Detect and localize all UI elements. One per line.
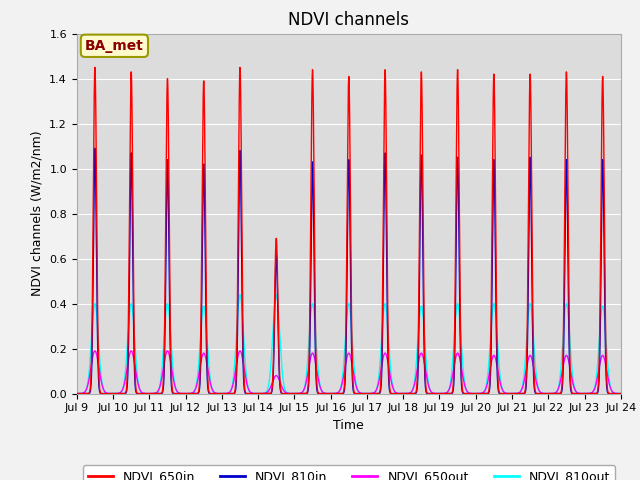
- NDVI_650out: [594, 372, 602, 377]
- NDVI_650out: [258, 391, 266, 396]
- NDVI_650in: [258, 391, 266, 396]
- NDVI_810in: [258, 391, 266, 396]
- NDVI_810in: [330, 391, 338, 396]
- NDVI_810out: [594, 356, 602, 362]
- NDVI_810in: [588, 391, 595, 396]
- NDVI_810in: [486, 384, 493, 389]
- NDVI_650in: [470, 391, 478, 396]
- Line: NDVI_810out: NDVI_810out: [77, 295, 621, 394]
- NDVI_650out: [73, 391, 81, 396]
- Y-axis label: NDVI channels (W/m2/nm): NDVI channels (W/m2/nm): [31, 131, 44, 297]
- NDVI_650in: [330, 391, 338, 396]
- NDVI_810out: [330, 391, 338, 396]
- NDVI_810out: [588, 390, 595, 396]
- NDVI_810out: [236, 292, 244, 298]
- NDVI_810in: [594, 389, 602, 395]
- NDVI_650in: [594, 385, 602, 391]
- NDVI_810in: [91, 145, 99, 151]
- NDVI_650in: [73, 391, 81, 396]
- X-axis label: Time: Time: [333, 419, 364, 432]
- Line: NDVI_810in: NDVI_810in: [77, 148, 621, 394]
- NDVI_810out: [73, 391, 81, 396]
- NDVI_810in: [617, 391, 625, 396]
- NDVI_650out: [330, 391, 338, 396]
- NDVI_650out: [486, 368, 493, 373]
- NDVI_810out: [486, 345, 493, 351]
- Text: BA_met: BA_met: [85, 39, 144, 53]
- Title: NDVI channels: NDVI channels: [288, 11, 410, 29]
- NDVI_810out: [617, 391, 625, 396]
- NDVI_650out: [588, 390, 595, 396]
- NDVI_650out: [470, 391, 478, 396]
- NDVI_650in: [91, 64, 99, 70]
- Line: NDVI_650out: NDVI_650out: [77, 351, 621, 394]
- NDVI_650in: [617, 391, 625, 396]
- NDVI_650out: [617, 391, 625, 396]
- NDVI_650in: [588, 391, 595, 396]
- NDVI_810out: [470, 391, 478, 396]
- Legend: NDVI_650in, NDVI_810in, NDVI_650out, NDVI_810out: NDVI_650in, NDVI_810in, NDVI_650out, NDV…: [83, 465, 615, 480]
- NDVI_650in: [486, 375, 493, 381]
- NDVI_650out: [91, 348, 99, 354]
- NDVI_810in: [73, 391, 81, 396]
- Line: NDVI_650in: NDVI_650in: [77, 67, 621, 394]
- NDVI_810in: [470, 391, 478, 396]
- NDVI_810out: [258, 391, 266, 396]
